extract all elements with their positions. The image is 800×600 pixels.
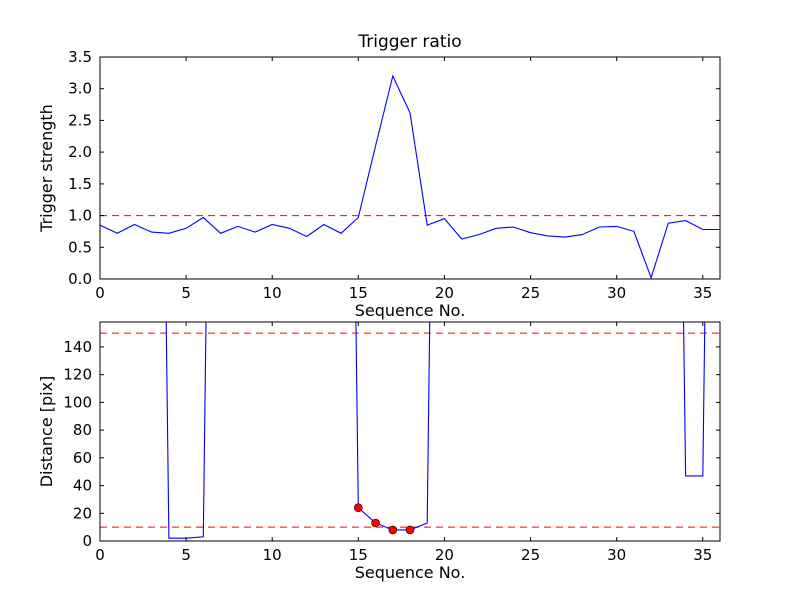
y-tick-label: 120 (63, 366, 92, 384)
y-axis-label: Distance [pix] (37, 376, 56, 488)
x-tick-label: 30 (607, 284, 626, 302)
x-tick-label: 0 (95, 546, 105, 564)
x-tick-label: 25 (521, 546, 540, 564)
y-tick-label: 3.5 (68, 48, 92, 66)
y-tick-label: 0 (82, 532, 92, 550)
y-tick-label: 140 (63, 338, 92, 356)
x-tick-label: 30 (607, 546, 626, 564)
trigger-strength-line (100, 74, 720, 279)
y-tick-label: 20 (73, 504, 92, 522)
axes-frame (99, 56, 721, 280)
y-tick-label: 0.0 (68, 270, 92, 288)
y-axis-label: Trigger strength (37, 104, 56, 233)
x-tick-label: 10 (263, 546, 282, 564)
y-tick-label: 1.5 (68, 175, 92, 193)
y-tick-label: 80 (73, 421, 92, 439)
top-plot: 0 5 10 15 20 25 30 35 0.0 0.5 1.0 1.5 2.0 2.5 3.0 3.5 Tr… (37, 32, 721, 320)
x-tick-label: 15 (349, 546, 368, 564)
axes-frame (99, 321, 721, 542)
x-tick-label: 35 (693, 284, 712, 302)
distance-line (165, 322, 706, 539)
matched-points-marker (371, 518, 380, 528)
x-tick-label: 35 (693, 546, 712, 564)
y-tick-label: 0.5 (68, 238, 92, 256)
x-axis-label: Sequence No. (355, 563, 466, 582)
y-tick-label: 40 (73, 477, 92, 495)
y-tick-label: 100 (63, 393, 92, 411)
x-tick-label: 20 (435, 284, 454, 302)
x-axis-label: Sequence No. (355, 301, 466, 320)
x-tick-label: 25 (521, 284, 540, 302)
bottom-plot: 0 5 10 15 20 25 30 35 0 20 40 60 80 100 120 140 Sequence… (37, 321, 721, 582)
x-tick-label: 5 (181, 284, 191, 302)
y-tick-label: 1.0 (68, 207, 92, 225)
x-tick-label: 0 (95, 284, 105, 302)
plot-title: Trigger ratio (357, 32, 461, 52)
y-tick-label: 3.0 (68, 80, 92, 98)
y-tick-label: 2.0 (68, 143, 92, 161)
matched-points-marker (388, 525, 398, 535)
x-tick-label: 15 (349, 284, 368, 302)
matched-points-marker (353, 503, 363, 513)
y-tick-label: 2.5 (68, 111, 92, 129)
x-tick-label: 5 (181, 546, 191, 564)
x-tick-label: 10 (263, 284, 282, 302)
y-tick-label: 60 (73, 449, 92, 467)
x-tick-label: 20 (435, 546, 454, 564)
matched-points-marker (405, 525, 415, 535)
